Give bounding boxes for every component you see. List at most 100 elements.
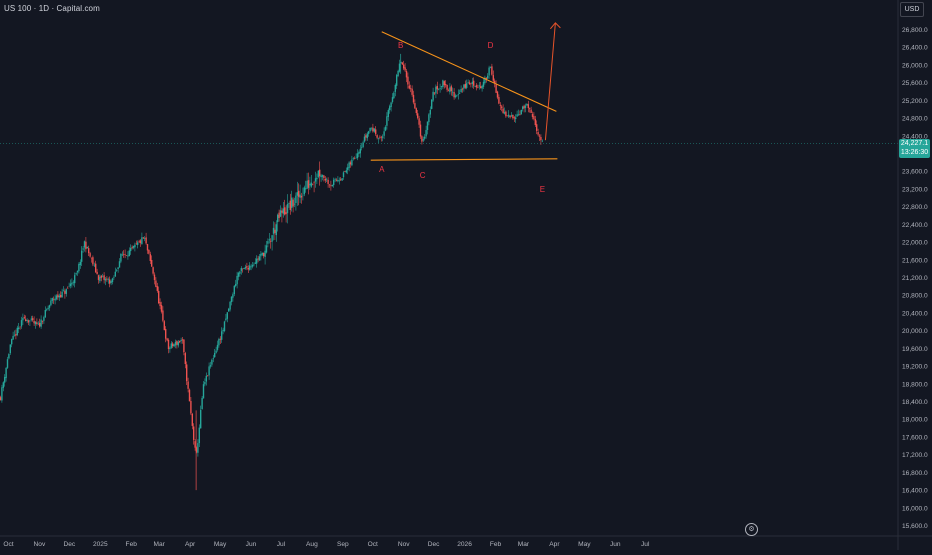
time-axis[interactable]: Oct Nov Dec 2025 Feb Mar Apr May Jun Jul Aug Sep Oct… bbox=[3, 541, 650, 548]
candle-body bbox=[22, 318, 24, 321]
candle-body bbox=[19, 326, 21, 328]
candle-body bbox=[491, 66, 493, 75]
candle-body bbox=[488, 67, 490, 76]
time-tick-label: May bbox=[578, 541, 591, 548]
candle-body bbox=[124, 254, 126, 255]
candle-body bbox=[393, 92, 395, 98]
candle-body bbox=[509, 115, 511, 118]
candle-body bbox=[316, 177, 318, 180]
candle-body bbox=[11, 339, 13, 345]
candle-body bbox=[212, 358, 214, 359]
candle-body bbox=[499, 104, 501, 106]
candle-body bbox=[142, 237, 144, 239]
candle-body bbox=[354, 157, 356, 159]
candle-body bbox=[177, 341, 179, 346]
candle-body bbox=[286, 204, 289, 214]
candle-body bbox=[515, 117, 517, 120]
candle-body bbox=[452, 91, 454, 93]
candle-body bbox=[36, 322, 38, 325]
settings-icon[interactable]: ⚙ bbox=[745, 523, 758, 536]
candle-body bbox=[184, 353, 186, 364]
candle-body bbox=[251, 265, 254, 267]
candle-body bbox=[429, 109, 431, 115]
candle-body bbox=[278, 212, 280, 219]
candle-body bbox=[118, 261, 121, 268]
candle-body bbox=[81, 250, 83, 262]
candle-body bbox=[53, 298, 55, 300]
time-tick-label: Feb bbox=[126, 541, 138, 548]
currency-button[interactable]: USD bbox=[900, 2, 924, 17]
candle-body bbox=[471, 81, 473, 84]
candle-body bbox=[530, 109, 532, 113]
candle-body bbox=[92, 257, 94, 265]
candle-body bbox=[326, 178, 328, 180]
candle-body bbox=[95, 263, 97, 273]
projection-arrow[interactable] bbox=[544, 22, 556, 141]
candle-body bbox=[211, 359, 213, 365]
lower-trendline[interactable] bbox=[370, 158, 558, 161]
candle-body bbox=[121, 254, 123, 256]
upper-trendline[interactable] bbox=[381, 31, 557, 112]
candle-body bbox=[179, 340, 181, 343]
candle-body bbox=[86, 246, 88, 249]
candle-body bbox=[83, 241, 86, 248]
candle-body bbox=[536, 124, 538, 131]
candle-body bbox=[155, 280, 157, 287]
price-axis[interactable]: 26,800.0 26,400.0 26,000.0 25,600.0 25,200.0… bbox=[902, 27, 928, 530]
time-tick-label: 2026 bbox=[457, 541, 472, 548]
candle-layer bbox=[0, 53, 543, 491]
candle-body bbox=[148, 250, 150, 254]
candle-body bbox=[505, 111, 507, 117]
candle-body bbox=[62, 290, 65, 292]
candle-body bbox=[167, 339, 170, 350]
candle-body bbox=[237, 272, 240, 277]
time-tick-label: 2025 bbox=[93, 541, 108, 548]
candle-body bbox=[130, 248, 132, 252]
candle-body bbox=[317, 170, 319, 177]
candle-body bbox=[265, 245, 268, 253]
candle-body bbox=[537, 132, 539, 135]
candle-body bbox=[88, 248, 90, 254]
price-tick-label: 24,800.0 bbox=[902, 116, 928, 123]
candle-body bbox=[90, 257, 93, 259]
candle-body bbox=[355, 157, 357, 159]
candle-body bbox=[16, 327, 18, 335]
candle-body bbox=[305, 188, 307, 190]
candle-body bbox=[348, 162, 350, 169]
candle-body bbox=[422, 139, 424, 141]
candle-body bbox=[139, 240, 142, 244]
candle-body bbox=[361, 147, 363, 148]
candle-body bbox=[443, 81, 445, 86]
candle-body bbox=[344, 171, 346, 172]
candle-body bbox=[60, 295, 62, 298]
price-tick-label: 20,800.0 bbox=[902, 293, 928, 300]
candle-body bbox=[534, 118, 536, 126]
price-tick-label: 21,200.0 bbox=[902, 275, 928, 282]
candle-body bbox=[268, 239, 270, 241]
candle-body bbox=[200, 409, 202, 429]
candle-body bbox=[50, 300, 52, 306]
candle-body bbox=[137, 242, 139, 246]
last-price-tag: 24,227.1 13:26:30 bbox=[899, 139, 930, 158]
candle-body bbox=[274, 229, 276, 234]
candle-body bbox=[113, 277, 115, 278]
price-tick-label: 16,800.0 bbox=[902, 470, 928, 477]
candle-body bbox=[258, 256, 261, 261]
candle-body bbox=[125, 255, 128, 256]
candle-body bbox=[57, 294, 59, 298]
candle-body bbox=[107, 279, 109, 281]
candle-body bbox=[230, 296, 233, 303]
candle-body bbox=[289, 200, 291, 210]
candle-body bbox=[242, 268, 244, 270]
candle-body bbox=[333, 179, 335, 186]
candle-body bbox=[138, 241, 140, 242]
candle-body bbox=[435, 86, 437, 94]
candle-body bbox=[463, 84, 465, 89]
candle-body bbox=[300, 195, 303, 198]
candle-body bbox=[160, 305, 163, 312]
candle-body bbox=[405, 71, 408, 78]
candle-body bbox=[456, 94, 458, 96]
candle-body bbox=[1, 387, 3, 401]
